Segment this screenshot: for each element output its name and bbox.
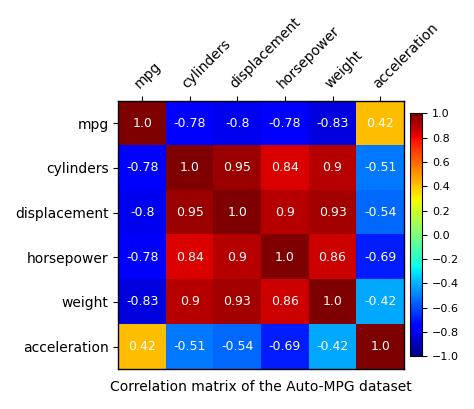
Text: -0.69: -0.69	[269, 340, 301, 353]
Text: 0.9: 0.9	[180, 295, 200, 308]
Text: -0.69: -0.69	[364, 251, 396, 264]
Text: -0.42: -0.42	[364, 295, 396, 308]
Text: -0.42: -0.42	[317, 340, 349, 353]
Text: 0.84: 0.84	[271, 161, 299, 174]
Text: 0.95: 0.95	[176, 206, 204, 219]
Text: -0.78: -0.78	[173, 117, 206, 130]
Text: -0.78: -0.78	[126, 251, 158, 264]
Text: -0.51: -0.51	[364, 161, 396, 174]
Text: 0.93: 0.93	[223, 295, 251, 308]
Text: -0.83: -0.83	[316, 117, 349, 130]
Text: 0.9: 0.9	[323, 161, 343, 174]
X-axis label: Correlation matrix of the Auto-MPG dataset: Correlation matrix of the Auto-MPG datas…	[110, 380, 412, 394]
Text: -0.54: -0.54	[221, 340, 254, 353]
Text: 1.0: 1.0	[228, 206, 247, 219]
Text: -0.8: -0.8	[130, 206, 155, 219]
Text: 0.42: 0.42	[366, 117, 394, 130]
Text: 1.0: 1.0	[132, 117, 152, 130]
Text: 1.0: 1.0	[370, 340, 390, 353]
Text: 0.9: 0.9	[275, 206, 295, 219]
Text: 0.86: 0.86	[271, 295, 299, 308]
Text: 1.0: 1.0	[275, 251, 295, 264]
Text: 1.0: 1.0	[323, 295, 343, 308]
Text: 0.93: 0.93	[319, 206, 346, 219]
Text: -0.78: -0.78	[126, 161, 158, 174]
Text: -0.78: -0.78	[269, 117, 301, 130]
Text: 0.86: 0.86	[319, 251, 346, 264]
Text: -0.51: -0.51	[173, 340, 206, 353]
Text: 0.84: 0.84	[176, 251, 204, 264]
Text: 0.95: 0.95	[223, 161, 251, 174]
Text: 0.42: 0.42	[128, 340, 156, 353]
Text: -0.8: -0.8	[225, 117, 250, 130]
Text: -0.54: -0.54	[364, 206, 396, 219]
Text: 0.9: 0.9	[228, 251, 247, 264]
Text: -0.83: -0.83	[126, 295, 158, 308]
Text: 1.0: 1.0	[180, 161, 200, 174]
